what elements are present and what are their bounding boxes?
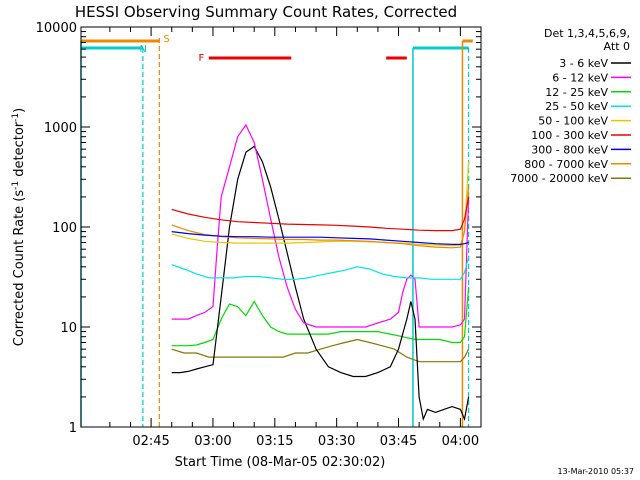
footer-date: 13-Mar-2010 05:37 [558, 467, 635, 476]
series-line-800-7000kev [171, 187, 470, 249]
x-tick-label: 03:45 [380, 434, 417, 449]
chart-title: HESSI Observing Summary Count Rates, Cor… [75, 3, 457, 21]
series-line-7000-20000kev [171, 338, 470, 363]
saa-flag-label: S [163, 34, 169, 45]
flare-flag-label: F [199, 53, 205, 64]
night-flag-label: N [140, 44, 147, 55]
y-axis-label-sup2: -1 [11, 113, 21, 122]
x-tick-label: 03:15 [256, 434, 293, 449]
series-line-25-50kev [171, 256, 470, 280]
series-line-50-100kev [171, 161, 470, 247]
x-tick-label: 04:00 [442, 434, 479, 449]
series-line-12-25kev [171, 287, 470, 347]
y-tick-label: 100 [52, 221, 77, 236]
observing-annotations: S N F [80, 34, 473, 427]
y-axis-label: Corrected Count Rate (s-1 detector-1) [11, 108, 27, 346]
legend-entry-label: 12 - 25 keV [545, 86, 608, 99]
y-axis-label-end: ) [12, 108, 27, 113]
y-axis-label-main: Corrected Count Rate (s [12, 190, 27, 347]
y-tick-label: 10000 [36, 21, 77, 36]
series-line-300-800kev [171, 231, 469, 245]
y-axis-label-sup1: -1 [11, 181, 21, 190]
legend-entry-label: 3 - 6 keV [559, 57, 608, 70]
legend-entry-label: 50 - 100 keV [538, 115, 608, 128]
y-tick-label: 1 [69, 421, 77, 436]
x-tick-label: 03:30 [318, 434, 355, 449]
y-axis-label-mid: detector [12, 121, 27, 181]
legend-entry-label: 25 - 50 keV [545, 100, 608, 113]
series-layer [171, 123, 470, 422]
x-tick-label: 03:00 [194, 434, 231, 449]
legend-entry-label: 100 - 300 keV [531, 129, 608, 142]
series-line-3-6kev [171, 145, 470, 422]
legend-entry-label: 7000 - 20000 keV [510, 172, 608, 185]
legend-header-1: Det 1,3,4,5,6,9, [544, 27, 630, 40]
x-tick-label: 02:45 [132, 434, 169, 449]
legend-entry-label: 300 - 800 keV [531, 143, 608, 156]
legend-header-2: Att 0 [604, 40, 630, 53]
y-tick-label: 10 [60, 321, 77, 336]
legend-entry-label: 800 - 7000 keV [524, 158, 608, 171]
y-axis: 1 10 100 1000 10000 [36, 21, 481, 436]
y-tick-label: 1000 [44, 121, 77, 136]
legend-entry-label: 6 - 12 keV [552, 71, 608, 84]
x-axis-label: Start Time (08-Mar-05 02:30:02) [175, 455, 386, 470]
series-line-6-12kev [171, 123, 470, 328]
series-line-100-300kev [171, 196, 470, 232]
x-axis: 02:45 03:00 03:15 03:30 03:45 04:00 [109, 27, 479, 449]
